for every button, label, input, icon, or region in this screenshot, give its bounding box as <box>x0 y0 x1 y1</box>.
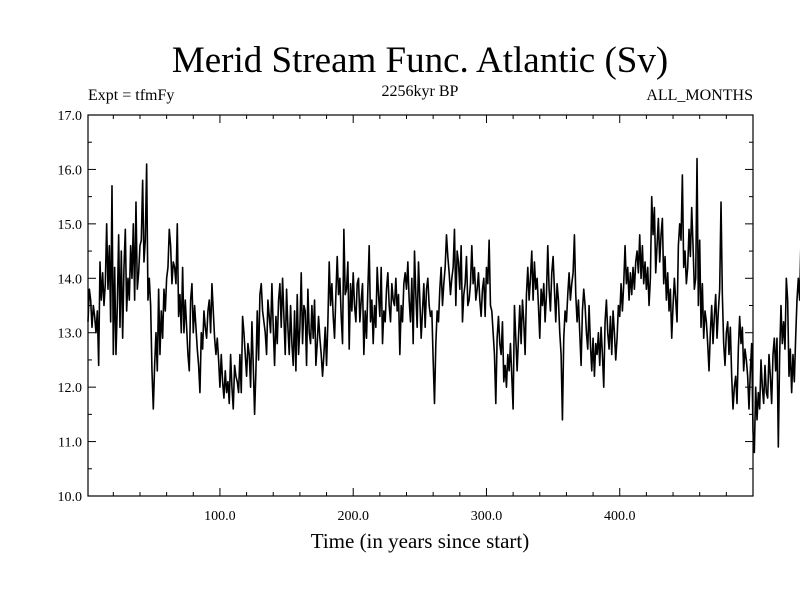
y-tick-label: 14.0 <box>58 272 83 287</box>
x-tick-label: 100.0 <box>204 509 236 524</box>
y-axis: 10.0 11.0 12.0 13.0 14.0 15.0 16.0 17.0 <box>58 109 753 505</box>
y-tick-label: 12.0 <box>58 381 83 396</box>
x-axis: 100.0 200.0 300.0 400.0 <box>112 115 727 524</box>
chart-title: Merid Stream Func. Atlantic (Sv) <box>172 40 668 81</box>
x-tick-label: 400.0 <box>604 509 636 524</box>
y-tick-label: 11.0 <box>58 436 82 451</box>
y-tick-label: 16.0 <box>58 163 83 178</box>
series-line <box>87 157 800 454</box>
epoch-label: 2256kyr BP <box>382 83 459 100</box>
x-axis-title: Time (in years since start) <box>311 529 530 553</box>
x-tick-label: 300.0 <box>471 509 503 524</box>
y-tick-label: 13.0 <box>58 327 83 342</box>
y-tick-label: 17.0 <box>58 109 83 124</box>
y-tick-label: 10.0 <box>58 490 83 505</box>
experiment-label: Expt = tfmFy <box>88 87 174 104</box>
x-tick-label: 200.0 <box>337 509 369 524</box>
months-label: ALL_MONTHS <box>646 87 753 104</box>
y-tick-label: 15.0 <box>58 218 83 233</box>
plot-frame <box>87 114 754 497</box>
